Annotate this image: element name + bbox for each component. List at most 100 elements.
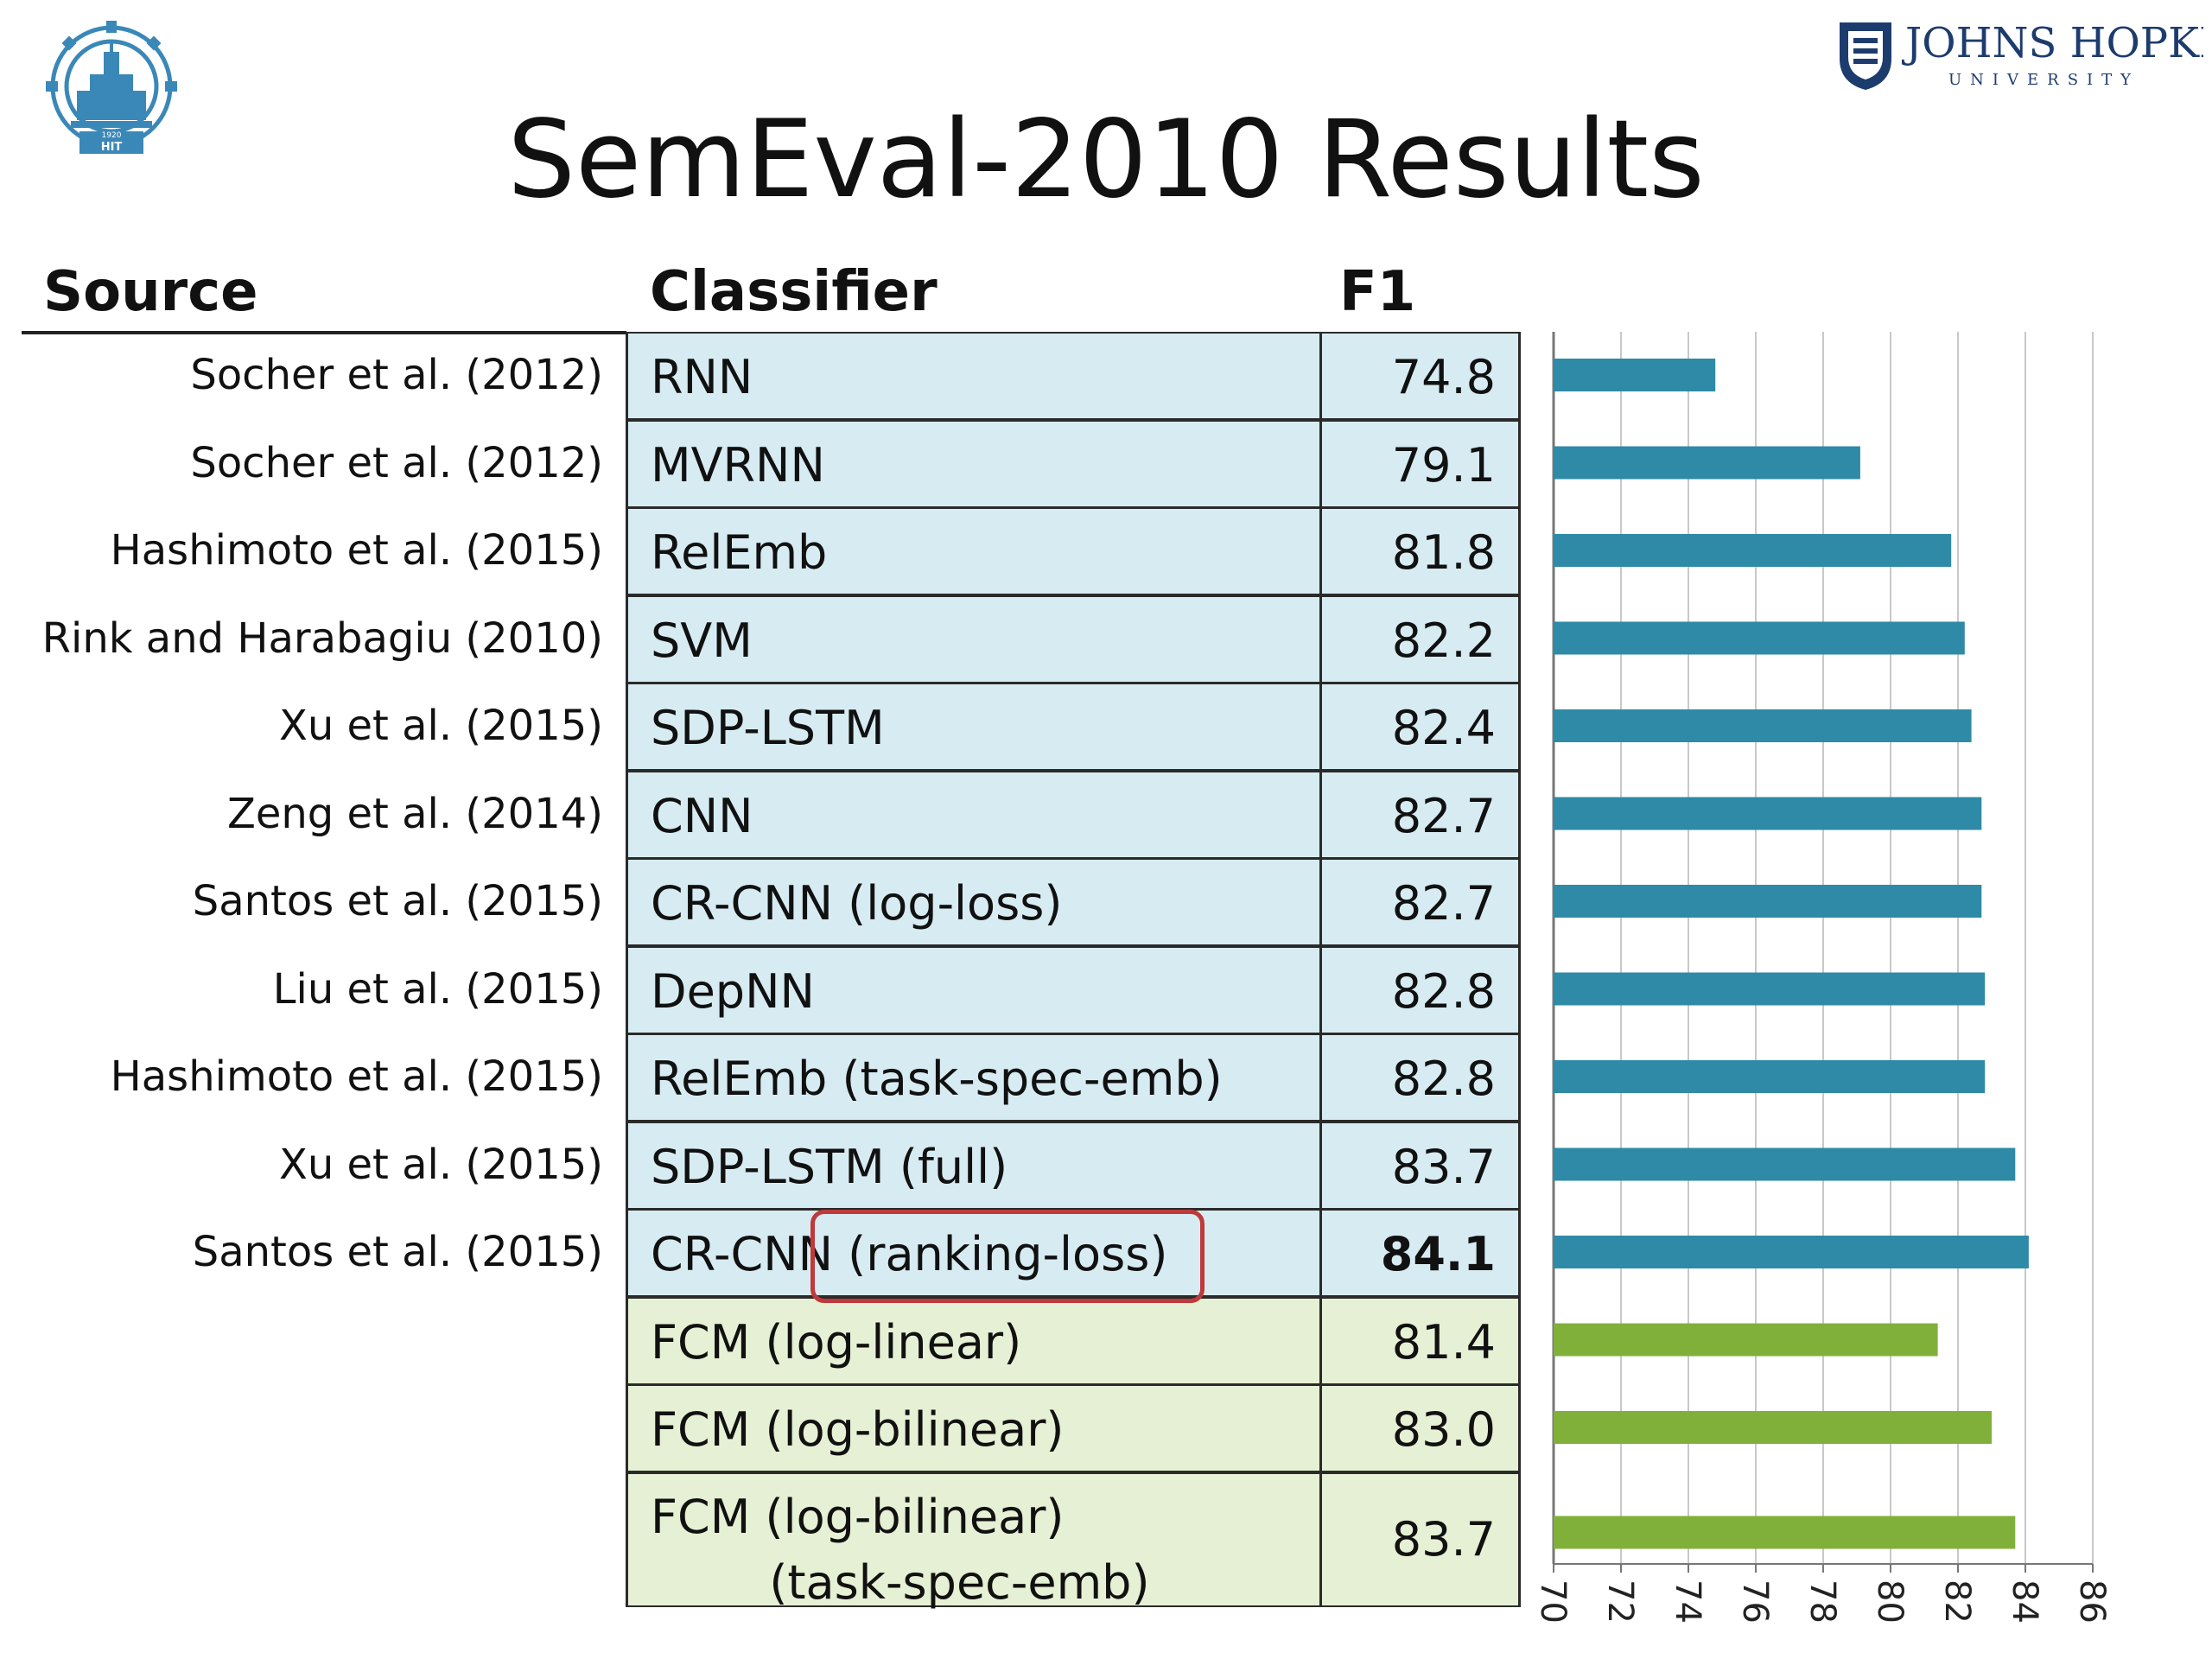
column-separator <box>1319 334 1322 418</box>
source-cell: Hashimoto et al. (2015) <box>110 1052 603 1101</box>
column-separator <box>1319 596 1322 682</box>
classifier-cell: DepNN <box>651 963 815 1019</box>
classifier-cell: MVRNN <box>651 437 825 493</box>
f1-cell: 83.7 <box>1391 1511 1496 1567</box>
classifier-cell: FCM (log-bilinear) (task-spec-emb) <box>651 1489 1150 1610</box>
f1-cell: 83.0 <box>1391 1402 1496 1457</box>
bar-mvrnn <box>1554 446 1860 480</box>
column-separator <box>1319 1298 1322 1383</box>
x-tick-label: 72 <box>1600 1580 1640 1624</box>
jhu-logo: JOHNS HOPKINS UNIVERSITY <box>1836 16 2212 90</box>
table-row: FCM (log-bilinear) 83.0 <box>626 1384 1521 1472</box>
source-cell: Xu et al. (2015) <box>278 1140 603 1189</box>
slide-title: SemEval-2010 Results <box>507 98 1705 222</box>
f1-cell: 82.8 <box>1391 963 1496 1019</box>
f1-cell: 82.2 <box>1391 613 1496 668</box>
classifier-cell: SDP-LSTM <box>651 701 885 755</box>
x-tick-label: 80 <box>1870 1580 1910 1624</box>
table-row: FCM (log-bilinear) (task-spec-emb) 83.7 <box>626 1471 1521 1610</box>
bar-depnn <box>1554 972 1986 1006</box>
bar-fcm-log-linear <box>1554 1323 1938 1357</box>
column-separator <box>1319 684 1322 769</box>
column-separator <box>1319 860 1322 944</box>
column-separator <box>1319 509 1322 594</box>
source-cell: Zeng et al. (2014) <box>226 789 603 838</box>
bar-sdp-lstm-full <box>1554 1147 2016 1181</box>
table-row: SDP-LSTM 82.4 <box>626 683 1521 771</box>
bar-fcm-log-bilinear-task-spec-emb <box>1554 1516 2016 1549</box>
f1-cell: 79.1 <box>1391 437 1496 493</box>
classifier-cell: RelEmb (task-spec-emb) <box>651 1052 1223 1106</box>
classifier-cell: CNN <box>651 788 753 843</box>
header-rule <box>22 331 626 334</box>
table-row: DepNN 82.8 <box>626 945 1521 1034</box>
header-classifier: Classifier <box>650 260 938 324</box>
classifier-cell: CR-CNN (log-loss) <box>651 876 1063 931</box>
x-tick-label: 86 <box>2072 1580 2112 1624</box>
table-row: SVM 82.2 <box>626 594 1521 683</box>
classifier-cell: RelEmb <box>651 525 828 580</box>
bar-fcm-log-bilinear <box>1554 1411 1992 1444</box>
jhu-logo-university: UNIVERSITY <box>1948 71 2139 89</box>
f1-cell: 74.8 <box>1391 350 1496 404</box>
bar-relemb-task-spec-emb <box>1554 1060 1986 1093</box>
column-separator <box>1319 772 1322 857</box>
hit-logo: 1920 HIT <box>29 17 194 162</box>
source-cell: Santos et al. (2015) <box>192 877 603 925</box>
column-separator <box>1319 947 1322 1033</box>
f1-cell: 82.7 <box>1391 788 1496 843</box>
jhu-logo-name: JOHNS HOPKINS <box>1901 19 2203 67</box>
classifier-cell: SVM <box>651 613 753 668</box>
x-tick-label: 70 <box>1538 1580 1573 1624</box>
classifier-cell: SDP-LSTM (full) <box>651 1139 1008 1194</box>
hit-logo-year: 1920 <box>102 131 122 140</box>
f1-cell: 82.8 <box>1391 1052 1496 1106</box>
bar-relemb <box>1554 534 1952 567</box>
table-row: MVRNN 79.1 <box>626 419 1521 508</box>
f1-cell: 82.4 <box>1391 701 1496 755</box>
source-cell: Rink and Harabagiu (2010) <box>41 613 603 663</box>
f1-cell: 82.7 <box>1391 876 1496 931</box>
f1-bar-chart-svg: 70 72 74 76 78 80 82 84 86 <box>1533 332 2112 1624</box>
table-row: FCM (log-linear) 81.4 <box>626 1296 1521 1385</box>
column-separator <box>1319 1035 1322 1120</box>
table-row: RNN 74.8 <box>626 332 1521 420</box>
source-column: Socher et al. (2012) Socher et al. (2012)… <box>0 332 2212 1628</box>
x-tick-label: 76 <box>1735 1580 1775 1624</box>
bar-rnn <box>1554 359 1716 391</box>
hit-logo-text: HIT <box>101 141 123 154</box>
table-row: CR-CNN (ranking-loss) 84.1 <box>626 1209 1521 1297</box>
f1-cell: 81.8 <box>1391 525 1496 580</box>
f1-bar-chart: 70 72 74 76 78 80 82 84 86 <box>1533 328 2126 1650</box>
classifier-cell: RNN <box>651 350 753 404</box>
x-tick-label: 74 <box>1668 1580 1707 1624</box>
bar-sdp-lstm <box>1554 709 1972 742</box>
table-row: RelEmb (task-spec-emb) 82.8 <box>626 1033 1521 1122</box>
source-cell: Xu et al. (2015) <box>278 702 603 750</box>
column-separator <box>1319 421 1322 506</box>
f1-cell: 83.7 <box>1391 1139 1496 1194</box>
table-row: SDP-LSTM (full) 83.7 <box>626 1121 1521 1210</box>
table-row: CR-CNN (log-loss) 82.7 <box>626 858 1521 946</box>
classifier-cell: CR-CNN (ranking-loss) <box>651 1227 1168 1281</box>
x-tick-label: 84 <box>2005 1580 2044 1624</box>
classifier-cell: FCM (log-bilinear) <box>651 1402 1065 1457</box>
bar-cr-cnn-log-loss <box>1554 885 1982 918</box>
table-row: RelEmb 81.8 <box>626 507 1521 595</box>
source-cell: Liu et al. (2015) <box>272 964 603 1014</box>
classifier-cell: FCM (log-linear) <box>651 1314 1022 1370</box>
highlight-box <box>810 1210 1205 1303</box>
column-separator <box>1319 1386 1322 1471</box>
source-cell: Santos et al. (2015) <box>192 1228 603 1276</box>
bar-cr-cnn-ranking-loss <box>1554 1236 2029 1268</box>
column-separator <box>1319 1122 1322 1208</box>
header-f1: F1 <box>1339 260 1416 324</box>
bar-cnn <box>1554 797 1982 830</box>
f1-cell: 84.1 <box>1380 1227 1496 1281</box>
f1-cell: 81.4 <box>1391 1314 1496 1370</box>
header-source: Source <box>43 260 258 324</box>
x-tick-label: 78 <box>1802 1580 1842 1624</box>
bar-svm <box>1554 621 1965 655</box>
source-cell: Socher et al. (2012) <box>190 438 603 487</box>
source-cell: Hashimoto et al. (2015) <box>110 526 603 575</box>
